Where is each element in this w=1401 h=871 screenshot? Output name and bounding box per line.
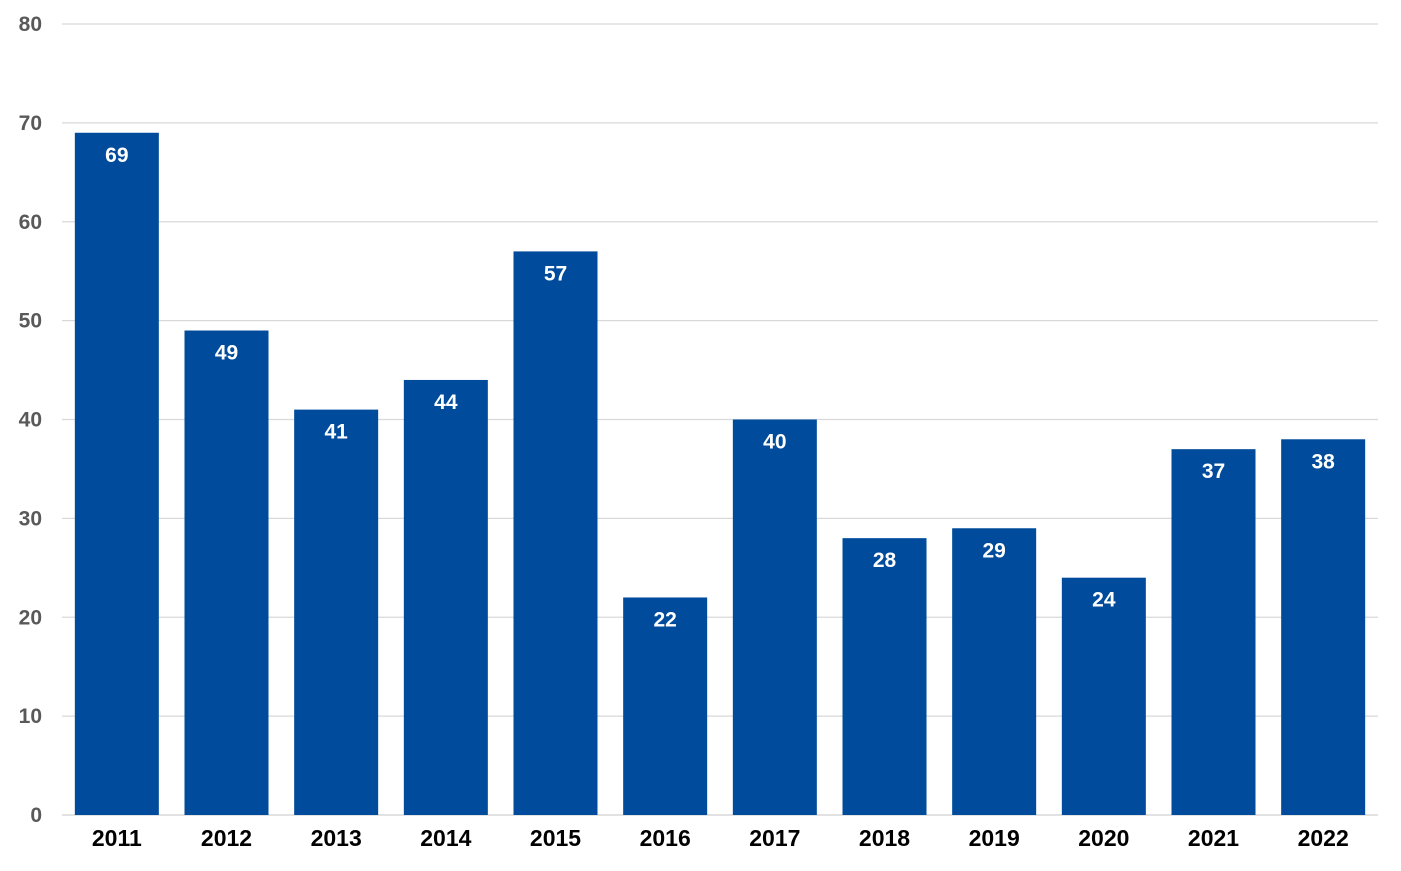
x-tick-label-2013: 2013 xyxy=(311,825,362,851)
data-labels: 69 49 41 44 57 22 40 28 29 24 37 38 xyxy=(105,144,1335,632)
data-label-2014: 44 xyxy=(434,391,458,414)
x-tick-label-2017: 2017 xyxy=(749,825,800,851)
x-tick-label-2021: 2021 xyxy=(1188,825,1239,851)
y-tick-label: 30 xyxy=(19,507,42,530)
bar-2011 xyxy=(74,132,159,815)
data-label-2012: 49 xyxy=(215,342,238,365)
x-tick-label-2014: 2014 xyxy=(420,825,471,851)
data-label-2015: 57 xyxy=(544,262,567,285)
x-tick-label-2019: 2019 xyxy=(969,825,1020,851)
data-label-2019: 29 xyxy=(982,539,1005,562)
y-tick-label: 80 xyxy=(19,13,42,36)
data-label-2013: 41 xyxy=(324,421,348,444)
bar-2014 xyxy=(403,379,488,815)
y-tick-label: 50 xyxy=(19,310,42,333)
x-axis-ticks: 2011 2012 2013 2014 2015 2016 2017 2018 2019 2020… xyxy=(92,825,1349,851)
data-label-2021: 37 xyxy=(1202,460,1225,483)
x-tick-label-2012: 2012 xyxy=(201,825,252,851)
bar-2020 xyxy=(1061,577,1146,815)
bars xyxy=(74,132,1366,816)
bar-2018 xyxy=(842,538,927,815)
data-label-2018: 28 xyxy=(873,549,897,572)
y-tick-label: 10 xyxy=(19,705,42,728)
x-tick-label-2018: 2018 xyxy=(859,825,910,851)
gridlines xyxy=(62,23,1378,816)
y-tick-label: 20 xyxy=(19,606,42,629)
y-tick-label: 70 xyxy=(19,112,42,135)
bar-2012 xyxy=(184,330,269,815)
y-axis-ticks: 0 10 20 30 40 50 60 70 80 xyxy=(19,13,42,827)
x-tick-label-2016: 2016 xyxy=(640,825,691,851)
bar-2022 xyxy=(1281,439,1366,815)
bar-2017 xyxy=(732,419,817,815)
x-tick-label-2011: 2011 xyxy=(92,825,142,851)
data-label-2011: 69 xyxy=(105,144,128,167)
bar-2013 xyxy=(294,409,379,815)
y-tick-label: 40 xyxy=(19,409,42,432)
data-label-2020: 24 xyxy=(1092,589,1116,612)
bar-2016 xyxy=(623,597,708,815)
data-label-2017: 40 xyxy=(763,431,786,454)
x-tick-label-2020: 2020 xyxy=(1078,825,1129,851)
bar-2021 xyxy=(1171,449,1256,815)
bar-2015 xyxy=(513,251,598,816)
x-tick-label-2015: 2015 xyxy=(530,825,581,851)
bar-2019 xyxy=(952,528,1037,815)
y-tick-label: 60 xyxy=(19,211,42,234)
data-label-2016: 22 xyxy=(653,608,676,631)
data-label-2022: 38 xyxy=(1311,450,1335,473)
x-tick-label-2022: 2022 xyxy=(1298,825,1349,851)
y-tick-label: 0 xyxy=(30,804,42,827)
